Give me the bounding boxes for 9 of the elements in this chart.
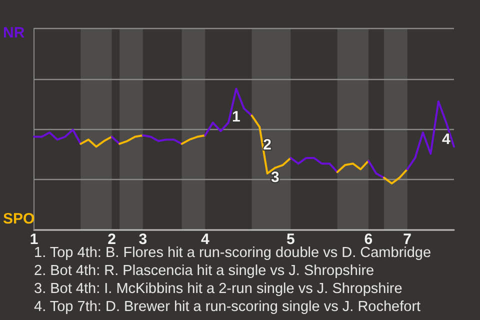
- annotation: 3: [270, 169, 280, 186]
- text: NR: [3, 24, 25, 42]
- annotation: 4: [442, 131, 452, 148]
- annotation: 1: [232, 108, 240, 126]
- text: 3. Bot 4th: I. McKibbins hit a 2-run single vs J. Shropshire: [34, 280, 404, 298]
- annotation: SPO: [3, 210, 36, 228]
- text: 2. Bot 4th: R. Plascencia hit a single vs J. Shropshire: [34, 262, 376, 280]
- text: 4. Top 7th: D. Brewer hit a run-scoring single vs J. Rochefort: [34, 298, 422, 316]
- annotation: 2: [263, 136, 272, 154]
